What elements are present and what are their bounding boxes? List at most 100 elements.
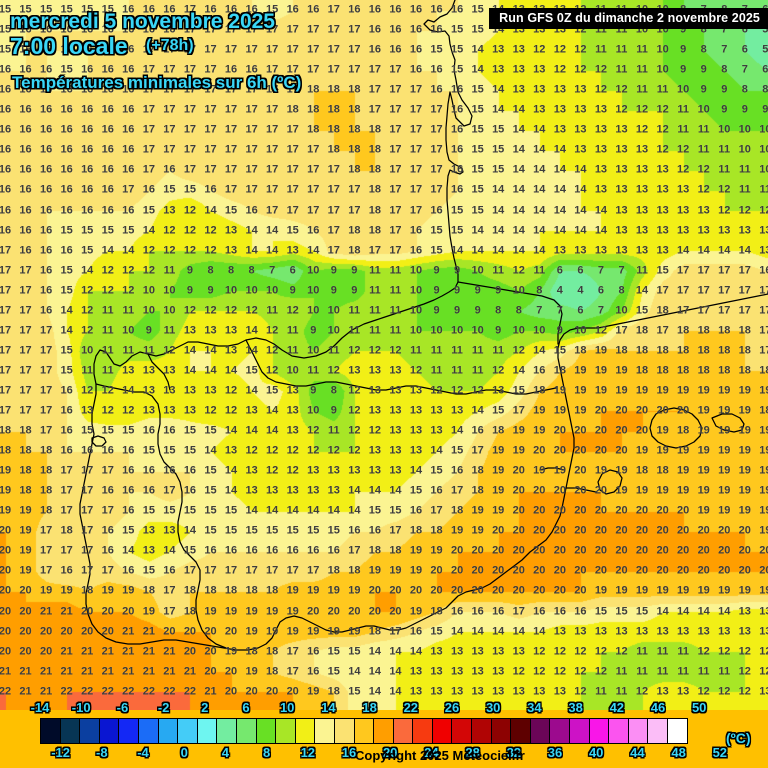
grid-temperature-value: 18	[39, 504, 53, 517]
grid-temperature-value: 14	[204, 344, 217, 357]
legend-swatch	[529, 718, 551, 744]
grid-temperature-value: 20	[594, 424, 608, 437]
grid-temperature-value: 16	[60, 444, 73, 457]
grid-temperature-value: 14	[533, 625, 546, 638]
grid-temperature-value: 20	[224, 665, 238, 678]
grid-temperature-value: 18	[0, 424, 12, 437]
grid-temperature-value: 15	[450, 204, 464, 216]
grid-temperature-value: 16	[0, 83, 12, 96]
grid-temperature-value: 13	[224, 244, 238, 257]
grid-temperature-value: 15	[471, 23, 484, 36]
grid-temperature-value: 16	[409, 224, 423, 237]
grid-temperature-value: 19	[615, 484, 628, 497]
grid-temperature-value: 15	[224, 204, 238, 216]
grid-temperature-value: 19	[635, 484, 649, 497]
grid-temperature-value: 17	[19, 264, 32, 277]
grid-temperature-value: 13	[286, 424, 299, 437]
legend-tick-label: 14	[321, 700, 336, 715]
grid-temperature-value: 16	[450, 103, 464, 116]
grid-temperature-value: 15	[635, 304, 649, 317]
grid-temperature-value: 10	[307, 304, 320, 317]
grid-temperature-value: 12	[224, 404, 238, 417]
grid-temperature-value: 12	[245, 304, 258, 317]
grid-temperature-value: 18	[409, 524, 423, 537]
grid-temperature-value: 20	[512, 484, 525, 497]
grid-temperature-value: 13	[183, 384, 197, 397]
grid-temperature-value: 18	[142, 584, 155, 597]
legend-tick-label: 6	[242, 700, 250, 715]
grid-temperature-value: 19	[39, 584, 53, 597]
grid-temperature-value: 16	[122, 123, 135, 136]
grid-temperature-value: 20	[574, 584, 587, 597]
grid-temperature-value: 13	[553, 625, 566, 638]
grid-temperature-value: 15	[163, 444, 176, 457]
grid-temperature-value: 21	[0, 665, 12, 678]
grid-temperature-value: 16	[60, 143, 73, 156]
grid-temperature-value: 17	[60, 464, 73, 477]
grid-temperature-value: 11	[492, 344, 505, 357]
grid-temperature-value: 15	[471, 103, 484, 116]
grid-temperature-value: 18	[327, 685, 340, 698]
grid-temperature-value: 17	[327, 3, 340, 16]
grid-temperature-value: 16	[204, 183, 217, 196]
grid-temperature-value: 20	[533, 484, 546, 497]
grid-temperature-value: 20	[430, 564, 443, 577]
grid-temperature-value: 17	[409, 143, 423, 156]
grid-temperature-value: 14	[389, 645, 402, 658]
grid-temperature-value: 15	[368, 504, 382, 517]
grid-temperature-value: 12	[594, 645, 608, 658]
grid-temperature-value: 18	[245, 584, 258, 597]
weather-map[interactable]: 15 15 15 15 15 15 16 16 16 17 16 16 16 15 16 16 17 16 16 16…	[0, 0, 768, 710]
grid-temperature-value: 20	[553, 584, 566, 597]
grid-temperature-value: 16	[430, 83, 443, 96]
grid-temperature-value: 20	[574, 564, 587, 577]
legend-tick-label: -10	[71, 700, 91, 715]
grid-temperature-value: 19	[759, 484, 768, 497]
grid-temperature-value: 17	[409, 163, 423, 176]
grid-temperature-value: 16	[39, 23, 53, 36]
grid-temperature-value: 14	[492, 244, 505, 257]
grid-temperature-value: 10	[759, 123, 768, 136]
grid-temperature-value: 14	[574, 224, 587, 237]
grid-temperature-value: 12	[183, 304, 197, 317]
grid-temperature-value: 10	[163, 304, 176, 317]
grid-temperature-value: 16	[307, 224, 320, 237]
grid-temperature-value: 18	[656, 344, 669, 357]
grid-temperature-value: 17	[430, 504, 443, 517]
grid-temperature-value: 20	[450, 544, 464, 557]
grid-temperature-value: 10	[409, 304, 423, 317]
parameter-title: Températures minimales sur 6h (ºC)	[12, 73, 302, 92]
grid-temperature-value: 18	[19, 464, 32, 477]
grid-temperature-value: 18	[656, 364, 669, 377]
grid-temperature-value: 10	[759, 163, 768, 176]
grid-temperature-value: 18	[738, 324, 751, 337]
grid-temperature-value: 17	[245, 103, 258, 116]
grid-temperature-value: 16	[101, 204, 114, 216]
grid-temperature-value: 19	[738, 584, 751, 597]
grid-temperature-value: 13	[718, 224, 731, 237]
grid-temperature-value: 14	[245, 344, 258, 357]
grid-temperature-value: 16	[39, 103, 53, 116]
grid-temperature-value: 13	[759, 685, 768, 698]
grid-temperature-value: 19	[224, 645, 238, 658]
grid-temperature-value: 9	[700, 63, 707, 76]
legend-swatch	[392, 718, 414, 744]
grid-temperature-value: 20	[656, 544, 669, 557]
grid-temperature-value: 17	[183, 163, 197, 176]
grid-temperature-value: 15	[430, 224, 443, 237]
grid-temperature-value: 10	[142, 304, 155, 317]
grid-temperature-value: 17	[60, 504, 73, 517]
legend-swatch	[294, 718, 316, 744]
grid-temperature-value: 16	[122, 464, 135, 477]
grid-temperature-value: 21	[19, 685, 32, 698]
grid-temperature-value: 14	[512, 123, 525, 136]
grid-temperature-value: 14	[163, 544, 176, 557]
grid-temperature-value: 9	[700, 83, 707, 96]
grid-temperature-value: 12	[183, 224, 197, 237]
grid-temperature-value: 11	[697, 665, 710, 678]
grid-temperature-value: 15	[430, 244, 443, 257]
grid-temperature-value: 11	[81, 364, 94, 377]
grid-temperature-value: 13	[553, 244, 566, 257]
color-scale-legend[interactable]: (ºC) -14 -10 -6 -2 2 6 10 14 18 22 26 30 34 38 42 46 50-…	[0, 700, 768, 768]
grid-temperature-value: 19	[697, 444, 710, 457]
